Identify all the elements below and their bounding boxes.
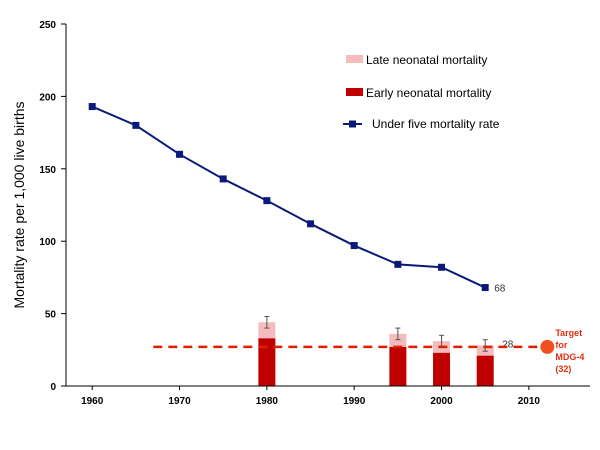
y-tick-150: 150 [39, 165, 56, 176]
y-tick-250: 250 [39, 20, 56, 31]
x-tick-2000: 2000 [430, 396, 453, 407]
legend-swatch-1 [346, 55, 363, 63]
bar-early-2005 [476, 355, 494, 386]
under-five-point-2000 [438, 263, 446, 271]
y-tick-200: 200 [39, 92, 56, 103]
under-five-point-1970 [176, 150, 184, 158]
target-group: Target for MDG-4 (32) [153, 328, 584, 374]
bar-early-2000 [433, 352, 451, 386]
under-five-point-1960 [88, 103, 96, 111]
target-label-line-2: for [555, 340, 567, 350]
legend-label-3: Under five mortality rate [372, 117, 500, 131]
under-five-point-1990 [350, 242, 358, 250]
legend-label-2: Early neonatal mortality [366, 86, 491, 100]
line-group: 68 [88, 103, 506, 295]
x-tick-1990: 1990 [343, 396, 366, 407]
under-five-point-1995 [394, 260, 402, 268]
under-five-line [91, 105, 486, 289]
under-five-point-1980 [263, 197, 271, 205]
y-tick-50: 50 [45, 310, 57, 321]
legend: Late neonatal mortality Early neonatal mo… [343, 53, 500, 131]
target-label-line-1: Target [555, 328, 582, 338]
legend-swatch-marker [349, 120, 356, 128]
x-tick-1960: 1960 [81, 396, 104, 407]
under-five-point-1975 [219, 175, 227, 183]
bars-group: 28 [258, 315, 514, 386]
y-tick-100: 100 [39, 237, 56, 248]
x-tick-2010: 2010 [518, 396, 541, 407]
target-label-line-3: MDG-4 [555, 352, 584, 362]
y-axis-label: Mortality rate per 1,000 live births [11, 102, 27, 309]
under-five-point-1965 [132, 121, 140, 129]
bar-early-1980 [258, 338, 276, 386]
x-tick-1980: 1980 [256, 396, 279, 407]
target-label-line-4: (32) [555, 364, 571, 374]
under-five-point-1985 [307, 220, 315, 228]
bar-end-label: 28 [502, 339, 514, 350]
legend-label-1: Late neonatal mortality [366, 53, 487, 67]
bar-early-1995 [389, 346, 407, 386]
line-end-label: 68 [494, 284, 506, 295]
bar-late-1980 [258, 322, 276, 339]
bar-late-1995 [389, 333, 407, 347]
y-tick-0: 0 [50, 382, 56, 393]
x-tick-1970: 1970 [168, 396, 191, 407]
axes-group: 0 50 100 150 200 250 1960 1970 1980 1990 2000 2010 [39, 20, 590, 407]
legend-swatch-2 [346, 88, 363, 96]
under-five-point-2005 [481, 284, 489, 292]
target-dot [540, 339, 555, 354]
